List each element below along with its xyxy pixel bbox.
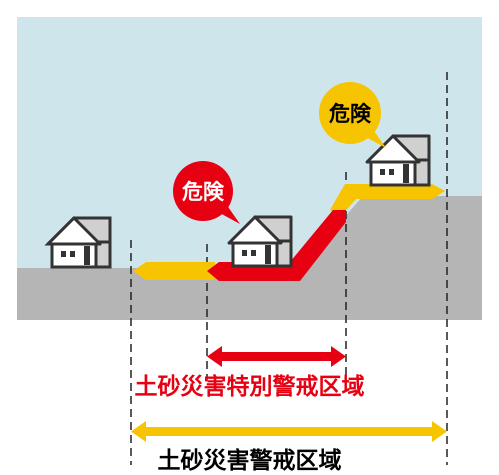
danger-bubble-yellow-text: 危険 xyxy=(329,102,372,126)
warning-zone-arrow xyxy=(131,421,447,442)
house-icon xyxy=(227,215,293,268)
danger-bubble-yellow: 危険 xyxy=(319,82,386,148)
danger-bubble-red-text: 危険 xyxy=(182,180,225,204)
warning-zone-label: 土砂災害警戒区域 xyxy=(157,448,342,474)
warning-zone-band-left xyxy=(133,262,215,280)
ground-terrain xyxy=(17,196,482,320)
special-zone-arrow xyxy=(207,346,346,367)
danger-bubble-red: 危険 xyxy=(173,161,240,224)
warning-zone-band-right xyxy=(330,184,445,216)
special-warning-zone-label: 土砂災害特別警戒区域 xyxy=(134,374,365,400)
house-icon xyxy=(365,134,431,187)
house-roof-front xyxy=(46,216,102,246)
